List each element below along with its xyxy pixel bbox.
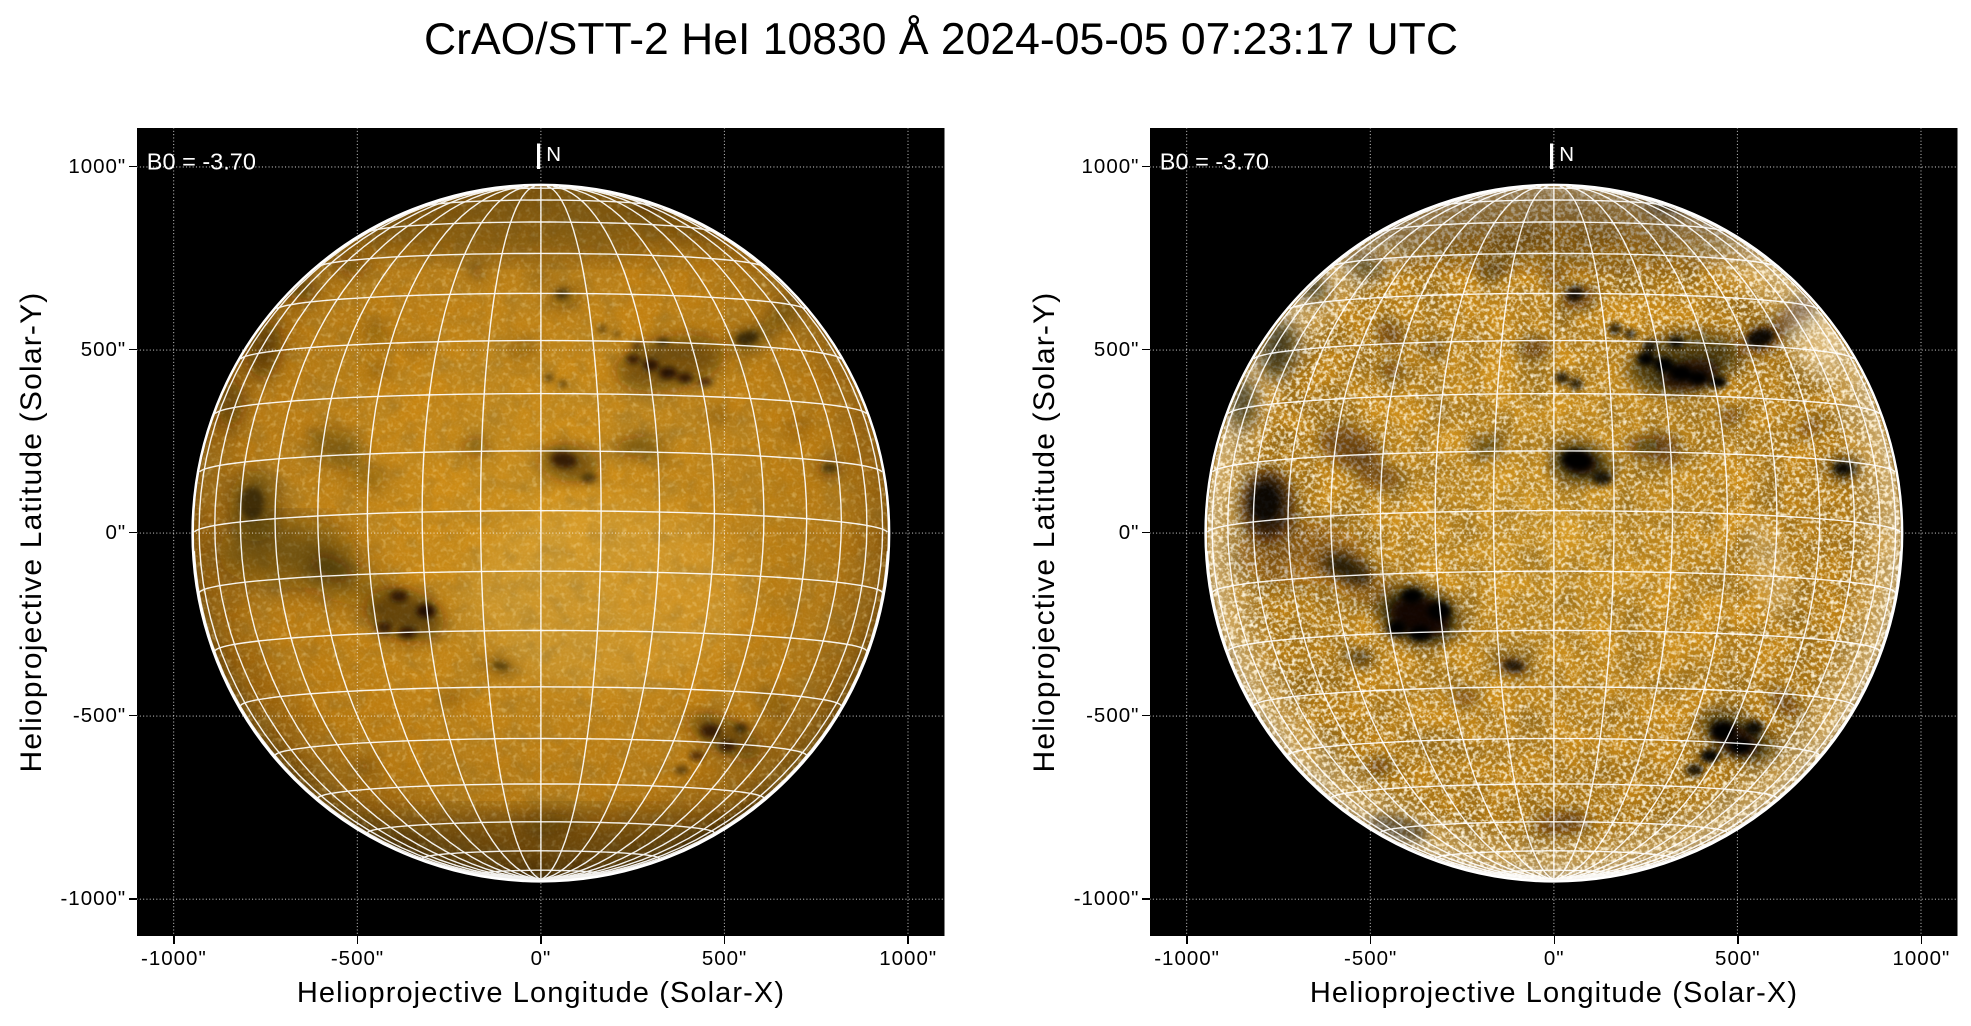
svg-text:N: N: [546, 143, 561, 166]
svg-text:B0 = -3.70: B0 = -3.70: [147, 148, 256, 174]
svg-text:B0 = -3.70: B0 = -3.70: [1160, 148, 1269, 174]
svg-text:N: N: [1560, 143, 1575, 166]
